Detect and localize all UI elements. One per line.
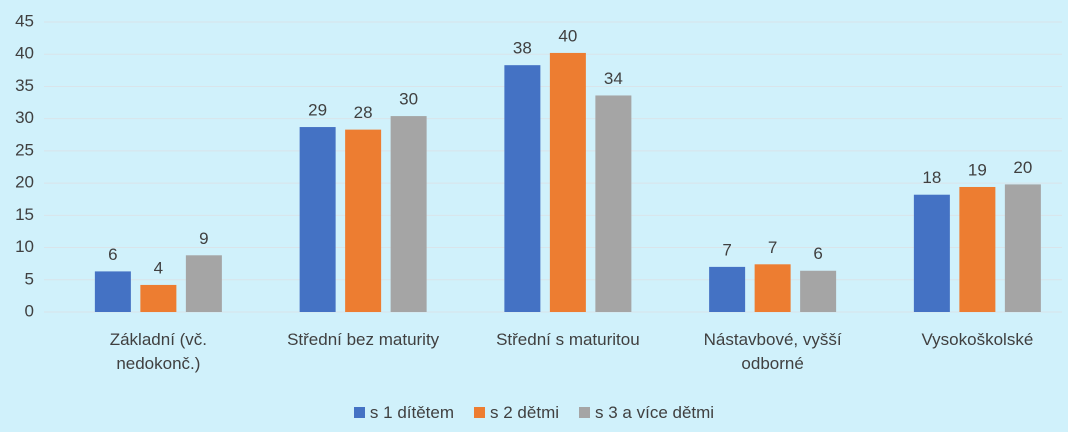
x-tick-label: Základní (vč. nedokonč.) (109, 330, 208, 373)
bar (504, 65, 541, 312)
bar (299, 127, 336, 313)
y-tick-label: 40 (15, 44, 34, 63)
data-label: 19 (968, 160, 987, 179)
plot-area: 0 5 10 15 20 25 30 35 40 45 6 4 9 29 28 30 38 40 34 7 7 6 18 19… (15, 11, 1062, 320)
bar (959, 186, 996, 312)
legend-swatch (474, 407, 486, 418)
bar (94, 271, 131, 312)
legend-label: s 2 dětmi (490, 403, 560, 422)
legend-swatch (353, 407, 365, 418)
legend-item: s 1 dítětem (353, 403, 455, 423)
bar (549, 52, 586, 312)
bar (345, 129, 382, 312)
legend-swatch (579, 407, 591, 418)
data-label: 18 (922, 168, 941, 187)
bar (390, 116, 427, 312)
x-tick-label: Střední bez maturity (287, 330, 440, 349)
legend: s 1 dítětem s 2 dětmi s 3 a více dětmi (0, 403, 1068, 423)
y-tick-label: 45 (15, 11, 34, 30)
y-tick-label: 0 (25, 301, 34, 320)
bar (1004, 184, 1041, 312)
data-label: 40 (558, 26, 577, 45)
y-tick-label: 35 (15, 76, 34, 95)
data-label: 9 (199, 229, 208, 248)
data-label: 38 (513, 39, 532, 58)
bar (754, 264, 791, 312)
data-label: 7 (722, 240, 731, 259)
data-label: 20 (1013, 158, 1032, 177)
legend-label: s 3 a více dětmi (595, 403, 715, 422)
data-label: 6 (108, 245, 117, 264)
data-label: 4 (154, 258, 163, 277)
data-label: 34 (604, 69, 623, 88)
y-tick-label: 5 (25, 269, 34, 288)
data-label: 6 (813, 244, 822, 263)
data-label: 7 (768, 238, 777, 257)
y-tick-label: 15 (15, 205, 34, 224)
data-label: 30 (399, 90, 418, 109)
bar (595, 95, 632, 312)
bar (709, 266, 746, 312)
y-tick-label: 20 (15, 173, 34, 192)
y-tick-label: 30 (15, 108, 34, 127)
y-tick-label: 25 (15, 140, 34, 159)
x-tick-label: Nástavbové, vyšší odborné (703, 330, 842, 373)
x-tick-label: Vysokoškolské (921, 330, 1034, 349)
y-tick-label: 10 (15, 237, 34, 256)
bar (140, 284, 177, 312)
bar (913, 194, 950, 312)
bar (800, 270, 837, 312)
data-label: 29 (308, 101, 327, 120)
bar (185, 255, 222, 312)
legend-item: s 2 dětmi (474, 403, 559, 423)
x-tick-label: Střední s maturitou (496, 330, 640, 349)
data-label: 28 (354, 103, 373, 122)
legend-item: s 3 a více dětmi (579, 403, 714, 423)
legend-label: s 1 dítětem (369, 403, 455, 422)
